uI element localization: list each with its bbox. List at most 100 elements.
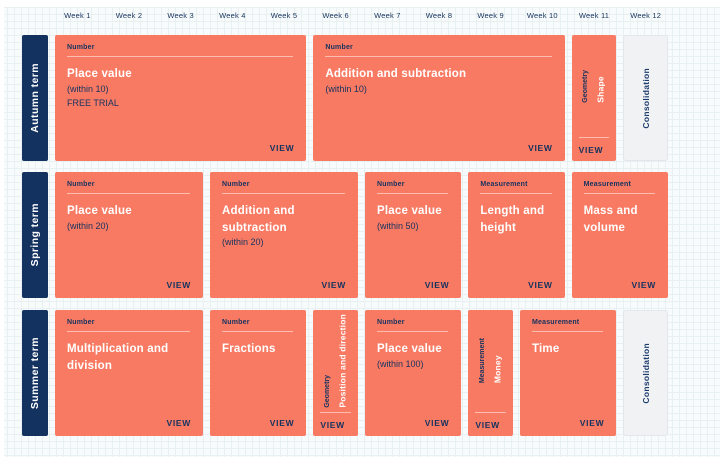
term-label-autumn: Autumn term xyxy=(22,35,48,161)
view-link[interactable]: VIEW xyxy=(631,280,656,290)
block-category: Geometry xyxy=(582,69,590,103)
narrow-block-text: Geometry Shape xyxy=(579,70,608,103)
term-row-summer: Summer term Number Multiplication and di… xyxy=(22,310,668,436)
consolidation-label: Consolidation xyxy=(640,67,651,129)
block-geometry-shape: Geometry Shape VIEW xyxy=(571,35,617,161)
category-divider xyxy=(377,193,449,194)
block-place-value-within-100: Number Place value (within 100) VIEW xyxy=(365,310,462,436)
term-label-text: Spring term xyxy=(29,203,41,267)
week-label-11: Week 11 xyxy=(578,11,610,20)
category-divider xyxy=(67,56,294,57)
week-label-8: Week 8 xyxy=(425,11,453,20)
view-link[interactable]: VIEW xyxy=(166,280,191,290)
block-addition-subtraction-within-10: Number Addition and subtraction (within … xyxy=(313,35,565,161)
week-label-10: Week 10 xyxy=(526,11,558,20)
narrow-block-body: Geometry Position and direction xyxy=(313,310,358,412)
block-measurement-money: Measurement Money VIEW xyxy=(468,310,513,436)
block-category: Measurement xyxy=(478,338,486,384)
block-title: Mass and volume xyxy=(583,205,638,234)
block-fractions: Number Fractions VIEW xyxy=(210,310,307,436)
block-category: Number xyxy=(377,181,405,188)
view-link[interactable]: VIEW xyxy=(528,280,553,290)
spring-blocks-grid: Number Place value (within 20) VIEW Numb… xyxy=(55,172,668,298)
block-title: Place value xyxy=(67,68,132,80)
view-link[interactable]: VIEW xyxy=(578,144,604,155)
category-divider xyxy=(480,193,552,194)
block-mass-and-volume: Measurement Mass and volume VIEW xyxy=(571,172,668,298)
week-label-2: Week 2 xyxy=(115,11,143,20)
term-label-text: Autumn term xyxy=(29,63,41,133)
consolidation-label: Consolidation xyxy=(640,342,651,404)
block-title: Shape xyxy=(595,75,606,103)
week-label-12: Week 12 xyxy=(630,11,662,20)
block-title: Place value xyxy=(67,205,132,217)
week-label-9: Week 9 xyxy=(477,11,504,20)
category-divider xyxy=(222,193,345,194)
category-divider xyxy=(532,331,604,332)
block-category: Geometry xyxy=(323,375,331,408)
block-category: Number xyxy=(222,319,250,326)
block-title: Fractions xyxy=(222,343,276,355)
block-category: Number xyxy=(222,181,250,188)
block-title: Addition and subtraction xyxy=(325,68,467,80)
narrow-block-footer: VIEW xyxy=(475,412,506,436)
term-row-spring: Spring term Number Place value (within 2… xyxy=(22,172,668,298)
top-edge xyxy=(0,0,720,7)
block-multiplication-and-division: Number Multiplication and division VIEW xyxy=(55,310,203,436)
block-consolidation-autumn: Consolidation xyxy=(623,35,668,161)
block-category: Number xyxy=(377,319,405,326)
block-place-value-within-20: Number Place value (within 20) VIEW xyxy=(55,172,203,298)
block-free-trial-note: FREE TRIAL xyxy=(67,97,119,108)
narrow-block-footer: VIEW xyxy=(320,412,351,436)
block-subtitle: (within 10) xyxy=(67,83,109,94)
category-divider xyxy=(67,331,190,332)
narrow-block-text: Geometry Position and direction xyxy=(321,314,350,408)
block-subtitle: (within 20) xyxy=(67,220,109,231)
block-category: Measurement xyxy=(480,181,528,188)
view-link[interactable]: VIEW xyxy=(475,419,500,430)
view-link[interactable]: VIEW xyxy=(528,143,553,153)
block-place-value-within-10: Number Place value (within 10) FREE TRIA… xyxy=(55,35,307,161)
narrow-block-body: Measurement Money xyxy=(468,310,513,412)
view-link[interactable]: VIEW xyxy=(269,418,295,428)
block-title: Addition and subtraction xyxy=(222,205,295,234)
week-header: Week 1 Week 2 Week 3 Week 4 Week 5 Week … xyxy=(48,11,668,20)
block-subtitle: (within 10) xyxy=(325,83,367,94)
category-divider xyxy=(583,193,655,194)
week-label-4: Week 4 xyxy=(219,11,246,20)
block-subtitle: (within 20) xyxy=(222,237,264,248)
term-label-spring: Spring term xyxy=(22,172,48,298)
block-addition-subtraction-within-20: Number Addition and subtraction (within … xyxy=(210,172,358,298)
view-link[interactable]: VIEW xyxy=(166,418,191,428)
block-category: Number xyxy=(67,44,95,51)
week-label-1: Week 1 xyxy=(64,11,91,20)
block-subtitle: (within 50) xyxy=(377,220,419,231)
week-label-3: Week 3 xyxy=(167,11,194,20)
view-link[interactable]: VIEW xyxy=(579,418,605,428)
category-divider xyxy=(222,331,294,332)
view-link[interactable]: VIEW xyxy=(321,280,346,290)
view-link[interactable]: VIEW xyxy=(424,418,450,428)
block-title: Time xyxy=(532,343,560,355)
block-length-and-height: Measurement Length and height VIEW xyxy=(468,172,565,298)
block-geometry-position-direction: Geometry Position and direction VIEW xyxy=(313,310,358,436)
block-title: Money xyxy=(492,355,503,384)
term-label-text: Summer term xyxy=(29,336,41,410)
left-edge xyxy=(0,0,4,457)
view-link[interactable]: VIEW xyxy=(424,280,450,290)
narrow-block-footer: VIEW xyxy=(578,137,610,161)
view-link[interactable]: VIEW xyxy=(269,143,295,153)
block-category: Number xyxy=(67,181,95,188)
term-row-autumn: Autumn term Number Place value (within 1… xyxy=(22,35,668,161)
block-category: Number xyxy=(67,319,95,326)
category-divider xyxy=(67,193,190,194)
block-title: Multiplication and division xyxy=(67,343,169,372)
block-consolidation-summer: Consolidation xyxy=(623,310,668,436)
block-category: Measurement xyxy=(532,319,580,326)
week-label-7: Week 7 xyxy=(374,11,401,20)
view-link[interactable]: VIEW xyxy=(320,419,345,430)
category-divider xyxy=(377,331,449,332)
autumn-blocks-grid: Number Place value (within 10) FREE TRIA… xyxy=(55,35,668,161)
block-title: Length and height xyxy=(480,205,545,234)
